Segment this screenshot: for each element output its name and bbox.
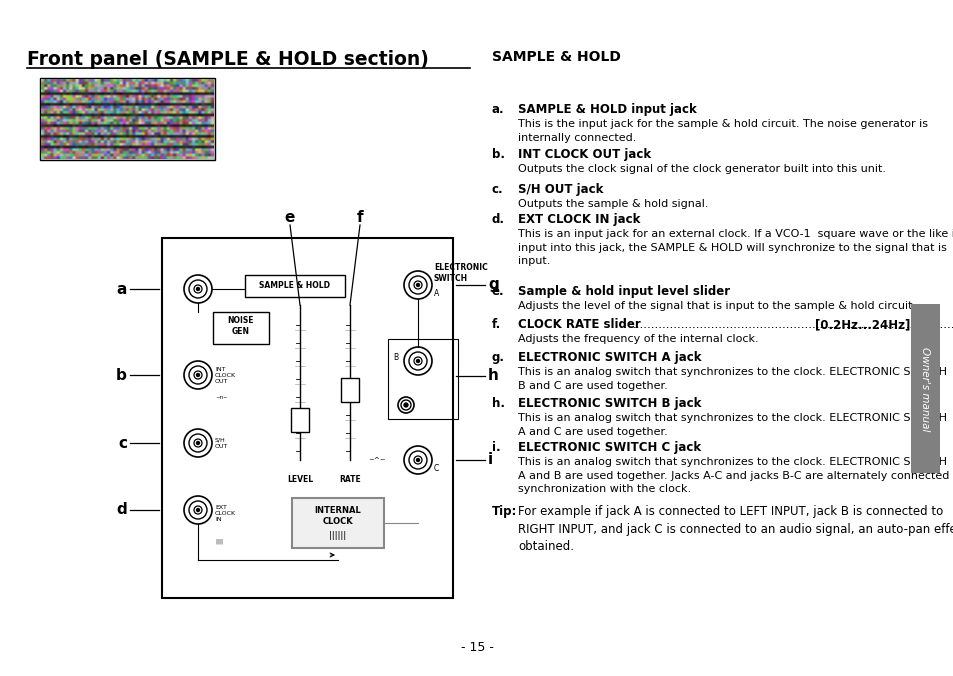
Bar [40, 78, 214, 160]
Text: INTERNAL
CLOCK: INTERNAL CLOCK [314, 506, 361, 526]
Text: i: i [488, 452, 493, 468]
Text: This is an analog switch that synchronizes to the clock. ELECTRONIC SWITCH
A and: This is an analog switch that synchroniz… [517, 457, 953, 494]
Text: S/H OUT jack: S/H OUT jack [517, 183, 602, 196]
Text: ~^~: ~^~ [368, 456, 385, 462]
Bar [292, 498, 384, 548]
Text: Owner's manual: Owner's manual [920, 347, 929, 431]
Text: e.: e. [492, 285, 504, 298]
Text: This is the input jack for the sample & hold circuit. The noise generator is
int: This is the input jack for the sample & … [517, 119, 927, 143]
Text: C: C [434, 464, 438, 473]
Text: i.: i. [492, 441, 500, 454]
Text: This is an analog switch that synchronizes to the clock. ELECTRONIC SWITCH
B and: This is an analog switch that synchroniz… [517, 367, 946, 391]
Text: e: e [285, 210, 294, 225]
Text: EXT CLOCK IN jack: EXT CLOCK IN jack [517, 213, 639, 226]
Bar [162, 238, 453, 598]
Text: ELECTRONIC
SWITCH: ELECTRONIC SWITCH [434, 263, 487, 283]
Text: LEVEL: LEVEL [287, 475, 313, 484]
Text: NOISE
GEN: NOISE GEN [228, 316, 254, 336]
Text: d.: d. [492, 213, 504, 226]
Text: f.: f. [492, 318, 500, 331]
Text: b.: b. [492, 148, 504, 161]
Text: Outputs the sample & hold signal.: Outputs the sample & hold signal. [517, 199, 708, 209]
Text: This is an analog switch that synchronizes to the clock. ELECTRONIC SWITCH
A and: This is an analog switch that synchroniz… [517, 413, 946, 437]
Bar [213, 312, 269, 344]
Text: For example if jack A is connected to LEFT INPUT, jack B is connected to
RIGHT I: For example if jack A is connected to LE… [517, 505, 953, 553]
Text: Sample & hold input level slider: Sample & hold input level slider [517, 285, 729, 298]
Text: Outputs the clock signal of the clock generator built into this unit.: Outputs the clock signal of the clock ge… [517, 164, 885, 174]
Circle shape [196, 441, 199, 445]
Text: ELECTRONIC SWITCH C jack: ELECTRONIC SWITCH C jack [517, 441, 700, 454]
Text: ELECTRONIC SWITCH A jack: ELECTRONIC SWITCH A jack [517, 351, 700, 364]
Circle shape [416, 283, 419, 287]
Text: Tip:: Tip: [492, 505, 517, 518]
Text: RATE: RATE [338, 475, 360, 484]
Text: ~n~: ~n~ [214, 395, 228, 400]
Circle shape [416, 458, 419, 462]
Bar [340, 378, 358, 402]
Text: INT
CLOCK
OUT: INT CLOCK OUT [214, 367, 236, 383]
Text: a: a [116, 281, 127, 297]
Text: This is an input jack for an external clock. If a VCO-1  square wave or the like: This is an input jack for an external cl… [517, 229, 953, 266]
Text: h.: h. [492, 397, 504, 410]
Text: c: c [118, 435, 127, 450]
Circle shape [196, 374, 199, 377]
Text: S/H
OUT: S/H OUT [214, 438, 228, 449]
Bar [291, 408, 309, 432]
Text: SAMPLE & HOLD: SAMPLE & HOLD [259, 281, 330, 291]
Text: SAMPLE & HOLD: SAMPLE & HOLD [492, 50, 620, 64]
Text: c.: c. [492, 183, 503, 196]
Text: ||||||: |||||| [329, 531, 346, 541]
Text: h: h [488, 368, 498, 383]
Text: g: g [488, 278, 498, 293]
Text: CLOCK RATE slider: CLOCK RATE slider [517, 318, 640, 331]
Text: g.: g. [492, 351, 504, 364]
Bar [388, 339, 457, 419]
Text: Front panel (SAMPLE & HOLD section): Front panel (SAMPLE & HOLD section) [27, 50, 429, 69]
Text: B: B [393, 353, 397, 362]
Text: ELECTRONIC SWITCH B jack: ELECTRONIC SWITCH B jack [517, 397, 700, 410]
Text: - 15 -: - 15 - [460, 641, 493, 654]
Text: a.: a. [492, 103, 504, 116]
Text: d: d [116, 502, 127, 518]
Text: A: A [434, 289, 438, 298]
Bar [245, 275, 345, 297]
FancyBboxPatch shape [910, 304, 939, 473]
Text: ................................................................................: ........................................… [633, 318, 953, 331]
Text: Adjusts the level of the signal that is input to the sample & hold circuit.: Adjusts the level of the signal that is … [517, 301, 915, 311]
Circle shape [196, 508, 199, 512]
Text: Adjusts the frequency of the internal clock.: Adjusts the frequency of the internal cl… [517, 334, 758, 344]
Text: INT CLOCK OUT jack: INT CLOCK OUT jack [517, 148, 651, 161]
Text: SAMPLE & HOLD input jack: SAMPLE & HOLD input jack [517, 103, 696, 116]
Text: [0.2Hz...24Hz]: [0.2Hz...24Hz] [814, 318, 909, 331]
Text: EXT
CLOCK
IN: EXT CLOCK IN [214, 505, 236, 522]
Text: ||||: |||| [214, 538, 223, 544]
Circle shape [404, 404, 407, 406]
Circle shape [196, 287, 199, 291]
Text: f: f [356, 210, 363, 225]
Text: b: b [116, 368, 127, 383]
Circle shape [416, 360, 419, 362]
